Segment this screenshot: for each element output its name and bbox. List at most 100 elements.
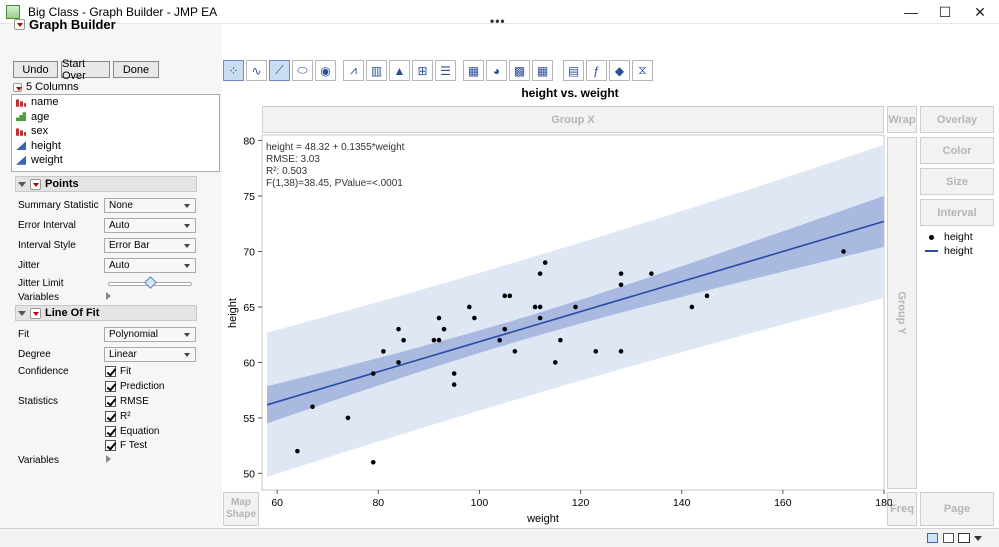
map-shapes-element-icon[interactable]: ◆ xyxy=(609,60,630,81)
confidence-prediction-checkbox[interactable]: Prediction xyxy=(105,381,164,392)
degree-select[interactable]: Linear xyxy=(104,347,196,362)
close-button[interactable]: ✕ xyxy=(974,3,986,20)
summary-statistic-label: Summary Statistic xyxy=(18,200,99,211)
fit-select[interactable]: Polynomial xyxy=(104,327,196,342)
column-item-name[interactable]: name xyxy=(12,95,219,110)
error-interval-select[interactable]: Auto xyxy=(104,218,196,233)
line-of-fit-element-icon[interactable]: ⟋ xyxy=(269,60,290,81)
lof-variables-label: Variables xyxy=(18,455,59,466)
mosaic-element-icon[interactable]: ▦ xyxy=(532,60,553,81)
jitter-limit-label: Jitter Limit xyxy=(18,278,64,289)
contour-element-icon[interactable]: ◉ xyxy=(315,60,336,81)
size-zone[interactable]: Size xyxy=(920,168,994,195)
fit-line xyxy=(266,220,885,406)
group-x-zone[interactable]: Group X xyxy=(262,106,884,133)
dot-marker-icon xyxy=(929,234,934,240)
column-item-height[interactable]: height xyxy=(12,139,219,154)
disclosure-icon[interactable] xyxy=(18,310,26,316)
data-point xyxy=(451,382,457,387)
points-section-header[interactable]: Points xyxy=(15,176,197,192)
rmse-checkbox[interactable]: RMSE xyxy=(105,396,149,407)
undo-button[interactable]: Undo xyxy=(13,61,58,78)
jitter-limit-slider[interactable] xyxy=(108,276,192,289)
window-titlebar: Big Class - Graph Builder - JMP EA — ☐ ✕ xyxy=(0,0,999,24)
line-of-fit-section-header[interactable]: Line Of Fit xyxy=(15,305,197,321)
data-point xyxy=(841,249,846,254)
summary-statistic-select[interactable]: None xyxy=(104,198,196,213)
box-plot-element-icon[interactable]: ⊞ xyxy=(412,60,433,81)
caption-box-element-icon[interactable]: ▤ xyxy=(563,60,584,81)
checkbox-icon[interactable] xyxy=(105,396,116,407)
group-y-zone[interactable]: Group Y xyxy=(887,137,917,489)
page-zone[interactable]: Page xyxy=(920,492,994,526)
checkbox-icon[interactable] xyxy=(105,440,116,451)
color-zone[interactable]: Color xyxy=(920,137,994,164)
smoother-element-icon[interactable]: ∿ xyxy=(246,60,267,81)
area-element-icon[interactable]: ▲ xyxy=(389,60,410,81)
histogram-element-icon[interactable]: ☰ xyxy=(435,60,456,81)
treemap-element-icon[interactable]: ▩ xyxy=(509,60,530,81)
data-point xyxy=(542,260,548,265)
line-element-icon[interactable]: ⩘ xyxy=(343,60,364,81)
wrap-zone[interactable]: Wrap xyxy=(887,106,917,133)
column-item-age[interactable]: age xyxy=(12,110,219,125)
freq-zone[interactable]: Freq xyxy=(887,492,917,526)
interval-zone[interactable]: Interval xyxy=(920,199,994,226)
column-item-weight[interactable]: weight xyxy=(12,153,219,168)
disclosure-icon[interactable] xyxy=(18,181,26,187)
points-element-icon[interactable]: ⁘ xyxy=(223,60,244,81)
data-point xyxy=(573,304,578,310)
lof-variables-expander-icon[interactable] xyxy=(106,455,111,463)
points-variables-expander-icon[interactable] xyxy=(106,292,111,300)
ordinal-icon xyxy=(16,112,26,122)
y-tick-label: 80 xyxy=(243,136,255,148)
columns-menu-icon[interactable] xyxy=(13,82,22,92)
red-triangle-menu-icon[interactable] xyxy=(14,19,25,30)
fit-statistics-annotation: height = 48.32 + 0.1355*weight xyxy=(266,142,405,153)
done-button[interactable]: Done xyxy=(113,61,159,78)
parallel-element-icon[interactable]: ⧖ xyxy=(632,60,653,81)
f-test-checkbox[interactable]: F Test xyxy=(105,440,147,451)
checkbox-icon[interactable] xyxy=(105,411,116,422)
confidence-fit-checkbox[interactable]: Fit xyxy=(105,366,131,377)
maximize-button[interactable]: ☐ xyxy=(938,3,952,20)
status-bar xyxy=(0,528,999,547)
interval-style-label: Interval Style xyxy=(18,240,76,251)
data-point xyxy=(472,315,477,321)
dropdown-arrow-icon[interactable] xyxy=(974,536,982,541)
points-menu-icon[interactable] xyxy=(30,178,41,190)
jitter-label: Jitter xyxy=(18,260,40,271)
minimize-button[interactable]: — xyxy=(904,4,918,20)
checkbox-icon[interactable] xyxy=(105,426,116,437)
legend-item-fit-line[interactable]: height xyxy=(925,244,973,258)
bar-element-icon[interactable]: ▥ xyxy=(366,60,387,81)
checkbox-icon[interactable] xyxy=(105,381,116,392)
heatmap-element-icon[interactable]: ▦ xyxy=(463,60,484,81)
equation-checkbox[interactable]: Equation xyxy=(105,426,159,437)
x-tick-label: 160 xyxy=(774,497,792,509)
data-point xyxy=(370,459,376,465)
formula-element-icon[interactable]: ƒ xyxy=(586,60,607,81)
jmp-app-icon xyxy=(6,4,20,19)
ellipse-element-icon[interactable]: ⬭ xyxy=(292,60,313,81)
start-over-button[interactable]: Start Over xyxy=(61,58,110,82)
layout-menu-icon[interactable] xyxy=(958,533,970,543)
more-options-icon[interactable]: ••• xyxy=(490,14,506,28)
pie-element-icon[interactable]: ◕ xyxy=(486,60,507,81)
y-tick-label: 55 xyxy=(243,413,255,425)
home-icon[interactable] xyxy=(927,533,938,543)
data-point xyxy=(431,337,437,343)
data-point xyxy=(310,404,315,410)
legend-item-points[interactable]: height xyxy=(925,230,973,244)
checkbox-icon[interactable] xyxy=(105,366,116,377)
window-list-icon[interactable] xyxy=(943,533,954,543)
map-shape-zone[interactable]: Map Shape xyxy=(223,492,259,526)
jitter-select[interactable]: Auto xyxy=(104,258,196,273)
line-of-fit-menu-icon[interactable] xyxy=(30,307,41,319)
scatter-plot[interactable]: 60 80 100 120 140 160 180 50 55 60 65 70 75 80 weight h… xyxy=(222,104,892,528)
interval-style-select[interactable]: Error Bar xyxy=(104,238,196,253)
overlay-zone[interactable]: Overlay xyxy=(920,106,994,133)
r-squared-checkbox[interactable]: R² xyxy=(105,411,131,422)
nominal-icon xyxy=(16,99,26,107)
column-item-sex[interactable]: sex xyxy=(12,124,219,139)
